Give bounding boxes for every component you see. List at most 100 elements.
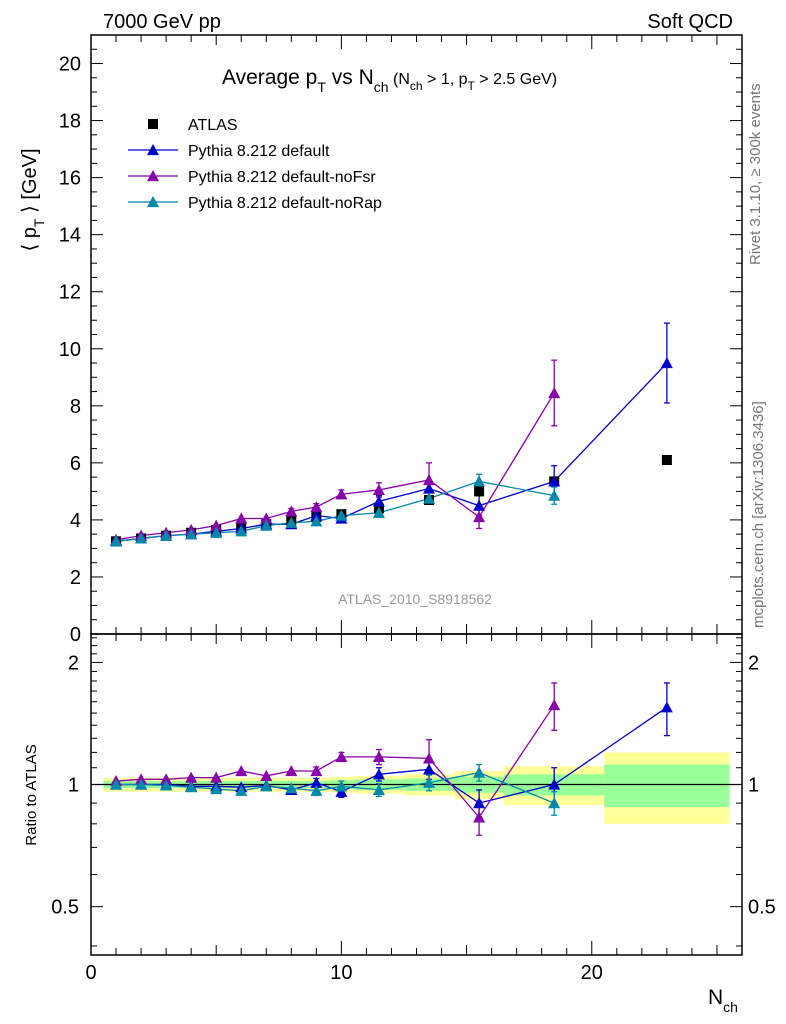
mc-point <box>473 511 486 523</box>
ratio-point <box>185 781 198 793</box>
atlas-point <box>474 486 485 497</box>
mc-point <box>210 519 223 531</box>
ratio-ylabel: Ratio to ATLAS <box>23 744 40 845</box>
main-ylabel: ⟨ pT ⟩ [GeV] <box>19 148 47 251</box>
band-inner <box>604 764 730 808</box>
mc-point <box>285 516 298 528</box>
ratio-point <box>335 780 348 792</box>
ratio-point <box>335 750 348 762</box>
legend-marker <box>147 196 159 208</box>
legend-label: Pythia 8.212 default <box>188 143 330 160</box>
analysis-id: ATLAS_2010_S8918562 <box>338 591 492 607</box>
ratio-point <box>135 778 148 790</box>
main-data <box>110 322 673 547</box>
mc-point <box>260 519 273 531</box>
ratio-point <box>548 797 561 809</box>
mc-point <box>235 525 248 537</box>
ratio-point <box>372 783 385 795</box>
ratio-point <box>473 811 486 823</box>
mc-point <box>235 512 248 524</box>
series-line <box>115 480 555 542</box>
mc-point <box>110 535 123 547</box>
legend-label: Pythia 8.212 default-noFsr <box>188 169 376 186</box>
main-title: Average pT vs Nch (Nch > 1, pT > 2.5 GeV… <box>222 66 557 95</box>
ratio-point <box>210 782 223 795</box>
ratio-point <box>160 773 173 785</box>
ratio-point <box>423 763 436 775</box>
mc-point <box>423 492 436 504</box>
xtick-label: 10 <box>330 962 352 984</box>
ratio-ytick-label: 2 <box>68 652 79 674</box>
ratio-line <box>115 704 555 819</box>
xlabel: Nch <box>708 986 738 1015</box>
mc-point <box>473 499 486 511</box>
ratio-point <box>235 764 248 777</box>
ratio-point <box>473 797 486 809</box>
main-ytick-label: 2 <box>70 567 81 589</box>
ratio-point <box>548 699 561 711</box>
mc-point <box>423 473 436 486</box>
ratio-line <box>116 771 555 804</box>
mc-point <box>135 532 148 544</box>
ratio-point <box>235 784 248 796</box>
ratio-point <box>372 768 385 780</box>
main-ytick-label: 12 <box>59 282 81 304</box>
rivet-version-text: Rivet 3.1.10, ≥ 300k events <box>747 83 764 265</box>
main-ytick-label: 0 <box>70 624 81 646</box>
legend: ATLAS Pythia 8.212 default Pythia 8.212 de… <box>128 117 382 212</box>
ratio-point <box>548 778 561 790</box>
legend-label: Pythia 8.212 default-noRap <box>188 195 382 212</box>
ratio-point <box>310 764 323 777</box>
ratio-point <box>210 771 223 783</box>
ratio-ytick-label: 0.5 <box>51 897 79 919</box>
main-ytick-label: 14 <box>59 225 81 247</box>
mc-point <box>185 528 198 540</box>
ratio-point <box>285 782 298 794</box>
legend-marker-atlas <box>148 119 158 129</box>
ratio-point <box>110 778 123 790</box>
ratio-point <box>423 776 436 788</box>
ratio-point <box>260 769 273 782</box>
xtick-label: 20 <box>581 962 603 984</box>
mc-point <box>423 482 436 494</box>
ratio-ytick-label: 1 <box>68 775 79 797</box>
mc-point <box>210 526 223 538</box>
main-axes: 0 2 4 6 8 10 12 14 16 18 20 <box>59 34 743 646</box>
ratio-point <box>185 771 198 783</box>
mc-point <box>548 475 561 487</box>
ratio-ytick-label-right: 0.5 <box>748 897 776 919</box>
mc-point <box>335 509 348 521</box>
mcplots-text: mcplots.cern.ch [arXiv:1306.3436] <box>750 401 767 628</box>
main-ytick-label: 10 <box>59 339 81 361</box>
mc-point <box>160 529 173 541</box>
xtick-label: 0 <box>85 962 96 984</box>
main-ytick-label: 6 <box>70 453 81 475</box>
atlas-point <box>661 455 672 466</box>
ratio-point <box>260 780 273 792</box>
ratio-frame <box>90 633 743 956</box>
mc-point <box>548 386 561 399</box>
legend-marker <box>147 170 159 182</box>
main-ytick-label: 20 <box>59 54 81 76</box>
ratio-point <box>160 779 173 791</box>
ratio-point <box>285 764 298 777</box>
mc-point <box>372 483 385 496</box>
main-ytick-label: 8 <box>70 396 81 418</box>
ratio-ytick-label-right: 2 <box>748 652 759 674</box>
mc-point <box>310 501 323 513</box>
main-ytick-label: 16 <box>59 168 81 190</box>
main-ytick-label: 4 <box>70 510 81 532</box>
mc-point <box>660 357 673 369</box>
ratio-point <box>473 766 486 778</box>
series-line <box>115 362 668 542</box>
mc-point <box>335 488 348 500</box>
ratio-data <box>110 682 673 836</box>
mc-point <box>310 509 323 521</box>
mc-point <box>310 515 323 527</box>
ratio-point <box>310 776 323 788</box>
ratio-point <box>310 784 323 796</box>
ratio-point <box>423 752 436 764</box>
mc-point <box>372 495 385 507</box>
mc-point <box>548 489 561 501</box>
